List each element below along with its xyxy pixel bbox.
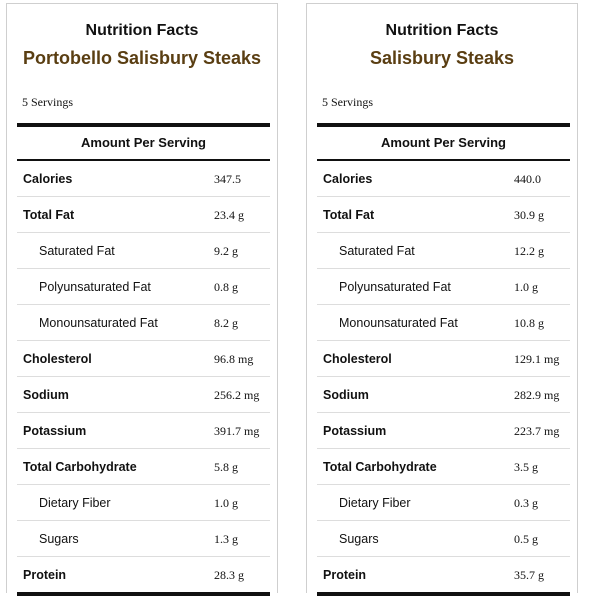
nutrient-value: 0.3 g	[514, 496, 538, 510]
nutrient-label: Sugars	[339, 532, 379, 546]
nutrition-facts-title: Nutrition Facts	[385, 22, 499, 39]
nutrient-label: Calories	[23, 172, 73, 186]
nutrient-label: Polyunsaturated Fat	[339, 280, 451, 294]
nutrient-label: Saturated Fat	[339, 244, 415, 258]
nutrition-panel-left: Nutrition Facts Portobello Salisbury Ste…	[6, 3, 278, 596]
nutrition-facts-title: Nutrition Facts	[85, 22, 199, 39]
servings-count: 5 Servings	[22, 95, 73, 109]
nutrient-value: 223.7 mg	[514, 424, 560, 438]
nutrient-value: 1.0 g	[214, 496, 238, 510]
divider-medium	[17, 159, 270, 161]
nutrient-table: Calories 440.0 Total Fat 30.9 g Saturated Fa…	[317, 161, 570, 592]
nutrient-row: Sodium 282.9 mg	[317, 377, 570, 413]
nutrient-row: Calories 347.5	[17, 161, 270, 197]
nutrient-row: Cholesterol 129.1 mg	[317, 341, 570, 377]
nutrient-label: Cholesterol	[23, 352, 92, 366]
nutrient-label: Total Carbohydrate	[23, 460, 137, 474]
nutrient-label: Potassium	[23, 424, 87, 438]
nutrient-label: Dietary Fiber	[339, 496, 411, 510]
nutrient-label: Dietary Fiber	[39, 496, 111, 510]
nutrient-label: Saturated Fat	[39, 244, 115, 258]
nutrient-table: Calories 347.5 Total Fat 23.4 g Saturated Fa…	[17, 161, 270, 592]
nutrient-label: Potassium	[323, 424, 387, 438]
nutrient-value: 23.4 g	[214, 208, 244, 222]
nutrient-value: 10.8 g	[514, 316, 544, 330]
divider-medium	[317, 159, 570, 161]
nutrient-value: 440.0	[514, 172, 541, 186]
divider-bottom	[17, 592, 270, 596]
divider-thick	[17, 123, 270, 127]
nutrient-value: 96.8 mg	[214, 352, 254, 366]
nutrient-value: 129.1 mg	[514, 352, 560, 366]
nutrient-label: Sodium	[23, 388, 69, 402]
nutrient-row: Sugars 1.3 g	[17, 521, 270, 557]
nutrient-row: Sodium 256.2 mg	[17, 377, 270, 413]
nutrient-label: Monounsaturated Fat	[339, 316, 458, 330]
nutrient-value: 256.2 mg	[214, 388, 260, 402]
nutrient-label: Monounsaturated Fat	[39, 316, 158, 330]
nutrient-row: Polyunsaturated Fat 0.8 g	[17, 269, 270, 305]
nutrient-row: Dietary Fiber 1.0 g	[17, 485, 270, 521]
nutrient-label: Total Fat	[23, 208, 75, 222]
nutrient-row: Monounsaturated Fat 8.2 g	[17, 305, 270, 341]
nutrient-label: Protein	[323, 568, 367, 582]
nutrient-row: Total Fat 30.9 g	[317, 197, 570, 233]
nutrient-value: 0.5 g	[514, 532, 538, 546]
nutrient-row: Dietary Fiber 0.3 g	[317, 485, 570, 521]
nutrient-row: Sugars 0.5 g	[317, 521, 570, 557]
nutrient-label: Total Fat	[323, 208, 375, 222]
nutrient-value: 28.3 g	[214, 568, 244, 582]
nutrient-label: Protein	[23, 568, 67, 582]
divider-thick	[317, 123, 570, 127]
nutrient-row: Monounsaturated Fat 10.8 g	[317, 305, 570, 341]
nutrient-value: 0.8 g	[214, 280, 238, 294]
nutrient-value: 12.2 g	[514, 244, 544, 258]
nutrient-value: 282.9 mg	[514, 388, 560, 402]
nutrient-value: 35.7 g	[514, 568, 544, 582]
nutrient-label: Polyunsaturated Fat	[39, 280, 151, 294]
nutrient-row: Polyunsaturated Fat 1.0 g	[317, 269, 570, 305]
nutrient-row: Potassium 223.7 mg	[317, 413, 570, 449]
nutrient-value: 9.2 g	[214, 244, 238, 258]
nutrient-row: Cholesterol 96.8 mg	[17, 341, 270, 377]
nutrient-row: Calories 440.0	[317, 161, 570, 197]
nutrient-value: 30.9 g	[514, 208, 544, 222]
divider-bottom	[317, 592, 570, 596]
nutrient-row: Total Fat 23.4 g	[17, 197, 270, 233]
nutrient-row: Total Carbohydrate 5.8 g	[17, 449, 270, 485]
recipe-name: Portobello Salisbury Steaks	[22, 48, 262, 68]
nutrient-value: 347.5	[214, 172, 241, 186]
amount-per-serving-heading: Amount Per Serving	[81, 135, 206, 150]
nutrient-value: 1.0 g	[514, 280, 538, 294]
nutrient-label: Cholesterol	[323, 352, 392, 366]
nutrient-value: 3.5 g	[514, 460, 538, 474]
nutrient-label: Sodium	[323, 388, 369, 402]
nutrient-row: Protein 28.3 g	[17, 557, 270, 592]
nutrition-panel-right: Nutrition Facts Salisbury Steaks 5 Servi…	[306, 3, 578, 596]
nutrient-value: 391.7 mg	[214, 424, 260, 438]
nutrient-label: Total Carbohydrate	[323, 460, 437, 474]
amount-per-serving-heading: Amount Per Serving	[381, 135, 506, 150]
nutrient-row: Total Carbohydrate 3.5 g	[317, 449, 570, 485]
nutrient-row: Protein 35.7 g	[317, 557, 570, 592]
nutrient-value: 5.8 g	[214, 460, 238, 474]
nutrient-label: Sugars	[39, 532, 79, 546]
servings-count: 5 Servings	[322, 95, 373, 109]
nutrient-row: Potassium 391.7 mg	[17, 413, 270, 449]
nutrient-label: Calories	[323, 172, 373, 186]
nutrient-row: Saturated Fat 12.2 g	[317, 233, 570, 269]
recipe-name: Salisbury Steaks	[369, 48, 515, 68]
nutrient-row: Saturated Fat 9.2 g	[17, 233, 270, 269]
nutrient-value: 8.2 g	[214, 316, 238, 330]
nutrient-value: 1.3 g	[214, 532, 238, 546]
